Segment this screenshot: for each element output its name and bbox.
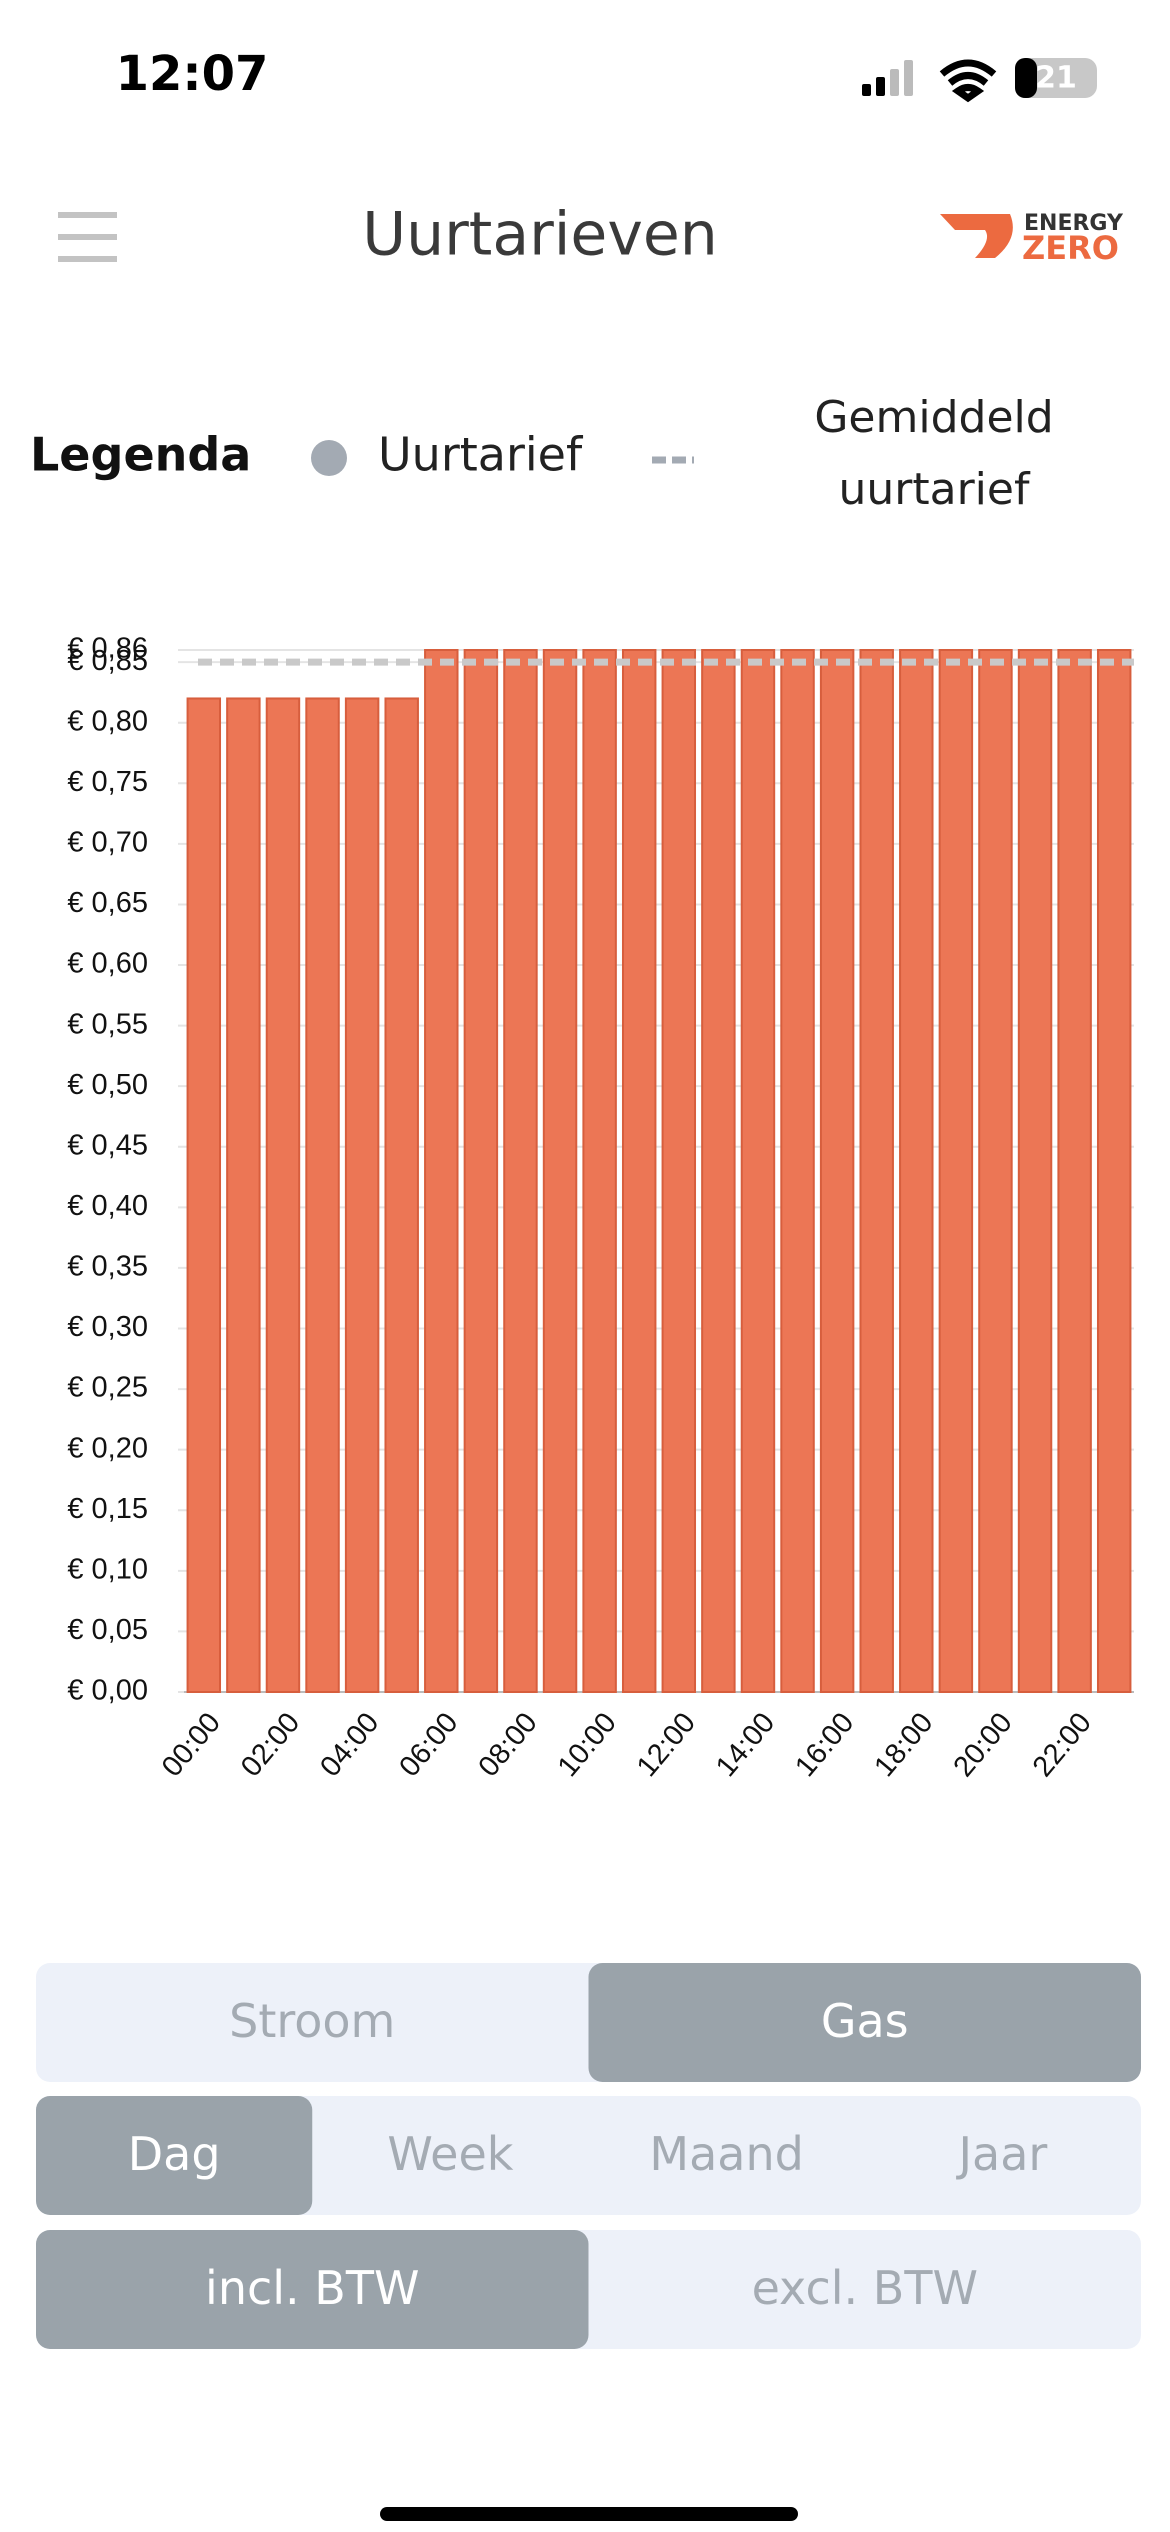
bar: [186, 697, 222, 1693]
x-tick-label: 04:00: [314, 1707, 385, 1783]
legend-dot: [311, 440, 347, 476]
y-tick-label: € 0,15: [67, 1493, 148, 1525]
bar: [305, 697, 340, 1693]
x-tick-label: 12:00: [631, 1707, 702, 1783]
x-tick-label: 00:00: [156, 1707, 227, 1783]
y-tick-label: € 0,50: [67, 1069, 148, 1101]
legend-title: Legenda: [30, 428, 251, 482]
bar: [621, 649, 657, 1693]
button-label[interactable]: Jaar: [955, 2127, 1047, 2181]
bar: [780, 649, 815, 1693]
bar: [542, 649, 578, 1693]
bar: [661, 649, 697, 1693]
x-tick-label: 06:00: [393, 1707, 464, 1783]
y-tick-label: € 0,25: [67, 1372, 148, 1404]
y-tick-label: € 0,60: [67, 948, 148, 980]
legend-label: uurtarief: [839, 464, 1031, 515]
y-tick-label: € 0,00: [67, 1675, 148, 1707]
y-tick-label: € 0,85: [67, 645, 148, 677]
bar: [701, 649, 736, 1693]
bar: [938, 649, 974, 1693]
chart: € 0,00 € 0,05 € 0,10 € 0,15 € 0,20 € 0,25 € 0,…: [67, 633, 1134, 1783]
button-label[interactable]: Week: [387, 2127, 513, 2181]
x-tick-label: 18:00: [868, 1707, 939, 1783]
x-tick-label: 16:00: [789, 1707, 860, 1783]
x-tick-label: 14:00: [710, 1707, 781, 1783]
bar: [859, 649, 894, 1693]
status-time: 12:07: [116, 46, 269, 102]
y-tick-label: € 0,40: [67, 1190, 148, 1222]
x-tick-label: 22:00: [1027, 1707, 1098, 1783]
bar: [978, 649, 1013, 1693]
bar: [1096, 649, 1132, 1693]
y-tick-label: € 0,65: [67, 887, 148, 919]
home-indicator: [380, 2507, 798, 2521]
bar: [344, 697, 380, 1693]
bar: [819, 649, 855, 1693]
x-tick-label: 10:00: [552, 1707, 623, 1783]
page-title: Uurtarieven: [362, 200, 718, 270]
button-label[interactable]: incl. BTW: [205, 2261, 419, 2315]
bar: [384, 697, 419, 1693]
y-tick-label: € 0,75: [67, 766, 148, 798]
bar: [740, 649, 776, 1693]
legend-label: Gemiddeld: [814, 392, 1053, 443]
button-active[interactable]: [36, 2230, 589, 2349]
y-tick-label: € 0,86: [67, 633, 148, 665]
button-label[interactable]: Gas: [821, 1994, 909, 2048]
y-tick-label: € 0,80: [67, 705, 148, 737]
button-active[interactable]: [36, 2096, 313, 2215]
bar: [503, 649, 538, 1693]
bar: [1017, 649, 1053, 1693]
logo-mark: [940, 214, 1013, 258]
y-tick-label: € 0,20: [67, 1432, 148, 1464]
y-tick-label: € 0,05: [67, 1614, 148, 1646]
bar: [582, 649, 617, 1693]
menu-button[interactable]: [58, 212, 117, 262]
bar: [899, 649, 934, 1693]
button-label[interactable]: Maand: [649, 2127, 803, 2181]
wifi-icon: [939, 59, 997, 103]
bar: [463, 649, 499, 1693]
button-active[interactable]: [588, 1963, 1142, 2082]
bar: [265, 697, 301, 1693]
bar: [1057, 649, 1092, 1693]
y-tick-label: € 0,70: [67, 827, 148, 859]
bar: [424, 649, 459, 1693]
battery-level: [1015, 58, 1037, 98]
legend-label: Uurtarief: [378, 428, 584, 482]
x-tick-label: 08:00: [473, 1707, 544, 1783]
button-label[interactable]: excl. BTW: [752, 2261, 978, 2315]
x-tick-label: 20:00: [948, 1707, 1019, 1783]
y-tick-label: € 0,35: [67, 1251, 148, 1283]
y-tick-label: € 0,10: [67, 1553, 148, 1585]
bar: [226, 697, 261, 1693]
y-tick-label: € 0,30: [67, 1311, 148, 1343]
controls: Stroom Gas Dag Week Maand Jaar incl. BTW excl. …: [36, 1963, 1141, 2349]
y-tick-label: € 0,45: [67, 1129, 148, 1161]
y-tick-label: € 0,55: [67, 1008, 148, 1040]
button-label[interactable]: Dag: [128, 2127, 221, 2181]
signal-icon: [862, 60, 913, 96]
button-label[interactable]: Stroom: [229, 1994, 395, 2048]
x-tick-label: 02:00: [235, 1707, 306, 1783]
battery-text: 21: [1035, 61, 1077, 96]
logo-text: ZERO: [1022, 229, 1119, 267]
logo-text: ENERGY: [1024, 211, 1124, 236]
